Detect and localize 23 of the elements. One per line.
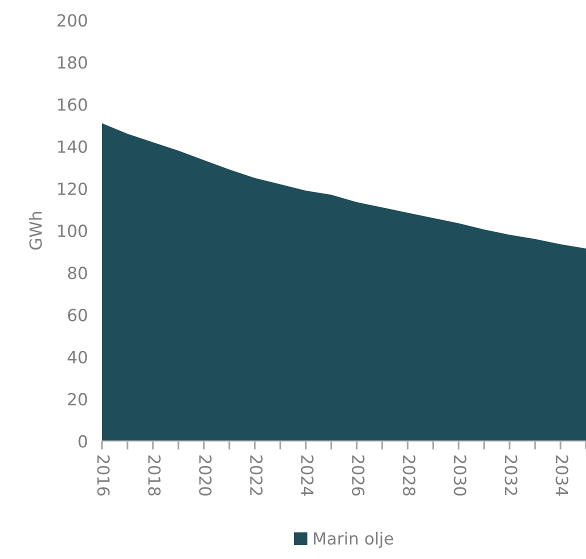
x-tick-label: 2020 <box>199 455 212 496</box>
y-tick-label: 60 <box>68 308 87 322</box>
x-tick-label: 2016 <box>97 455 110 496</box>
legend-label: Marin olje <box>314 532 394 548</box>
y-tick-label: 160 <box>58 98 87 111</box>
x-tick-label: 2032 <box>504 455 518 495</box>
y-tick-label: 80 <box>68 266 87 280</box>
y-tick-label: 180 <box>58 56 87 69</box>
y-tick-label: 100 <box>58 224 87 238</box>
x-tick-label: 2022 <box>250 455 263 495</box>
x-tick-label: 2018 <box>148 455 161 496</box>
y-axis-title: GWh <box>29 212 42 250</box>
y-tick-label: 140 <box>58 140 87 153</box>
x-tick-label: 2034 <box>556 455 568 496</box>
x-tick-label: 2028 <box>402 455 416 496</box>
y-tick-label: 20 <box>68 392 87 406</box>
y-tick-label: 120 <box>58 182 87 196</box>
y-tick-label: 40 <box>68 350 87 364</box>
x-tick-label: 2026 <box>352 455 364 496</box>
x-tick-label: 2030 <box>454 455 466 496</box>
x-tick-label: 2024 <box>300 455 314 496</box>
y-tick-label: 0 <box>78 435 87 448</box>
y-tick-label: 200 <box>57 14 87 27</box>
